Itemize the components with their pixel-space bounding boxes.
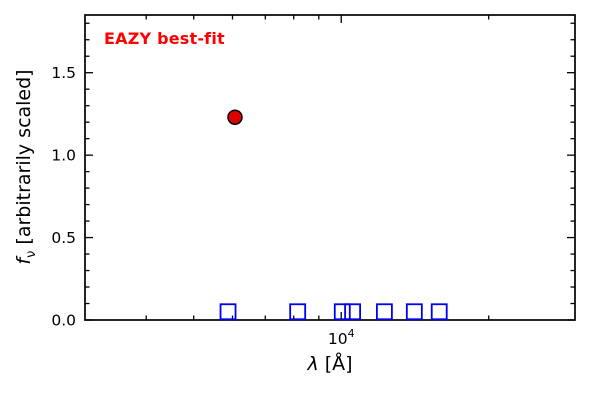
y-tick-label: 0.5 bbox=[51, 229, 76, 247]
y-tick-label: 0.0 bbox=[51, 312, 76, 330]
annotation-eazy-best-fit: EAZY best-fit bbox=[104, 29, 225, 48]
y-axis-subscript: ν bbox=[23, 250, 39, 258]
y-axis-symbol: f bbox=[13, 257, 36, 265]
x-tick-label: 104 bbox=[328, 327, 355, 348]
y-tick-label: 1.5 bbox=[51, 64, 76, 82]
y-axis-unit: [arbitrarily scaled] bbox=[13, 69, 36, 251]
data-point-observed-photometry bbox=[375, 303, 393, 321]
y-axis-label: fν [arbitrarily scaled] bbox=[13, 69, 39, 264]
plot-frame bbox=[84, 14, 576, 321]
data-point-best-fit-model-point bbox=[227, 109, 243, 125]
data-point-observed-photometry bbox=[430, 303, 448, 321]
data-point-observed-photometry bbox=[289, 303, 307, 321]
data-point-observed-photometry bbox=[333, 303, 351, 321]
x-axis-label: λ [Å] bbox=[307, 353, 352, 375]
x-axis-symbol: λ bbox=[307, 353, 319, 375]
x-axis-unit: [Å] bbox=[318, 353, 353, 375]
data-point-observed-photometry bbox=[219, 303, 237, 321]
y-tick-label: 1.0 bbox=[51, 147, 76, 165]
data-point-observed-photometry bbox=[344, 303, 362, 321]
data-point-observed-photometry bbox=[405, 303, 423, 321]
